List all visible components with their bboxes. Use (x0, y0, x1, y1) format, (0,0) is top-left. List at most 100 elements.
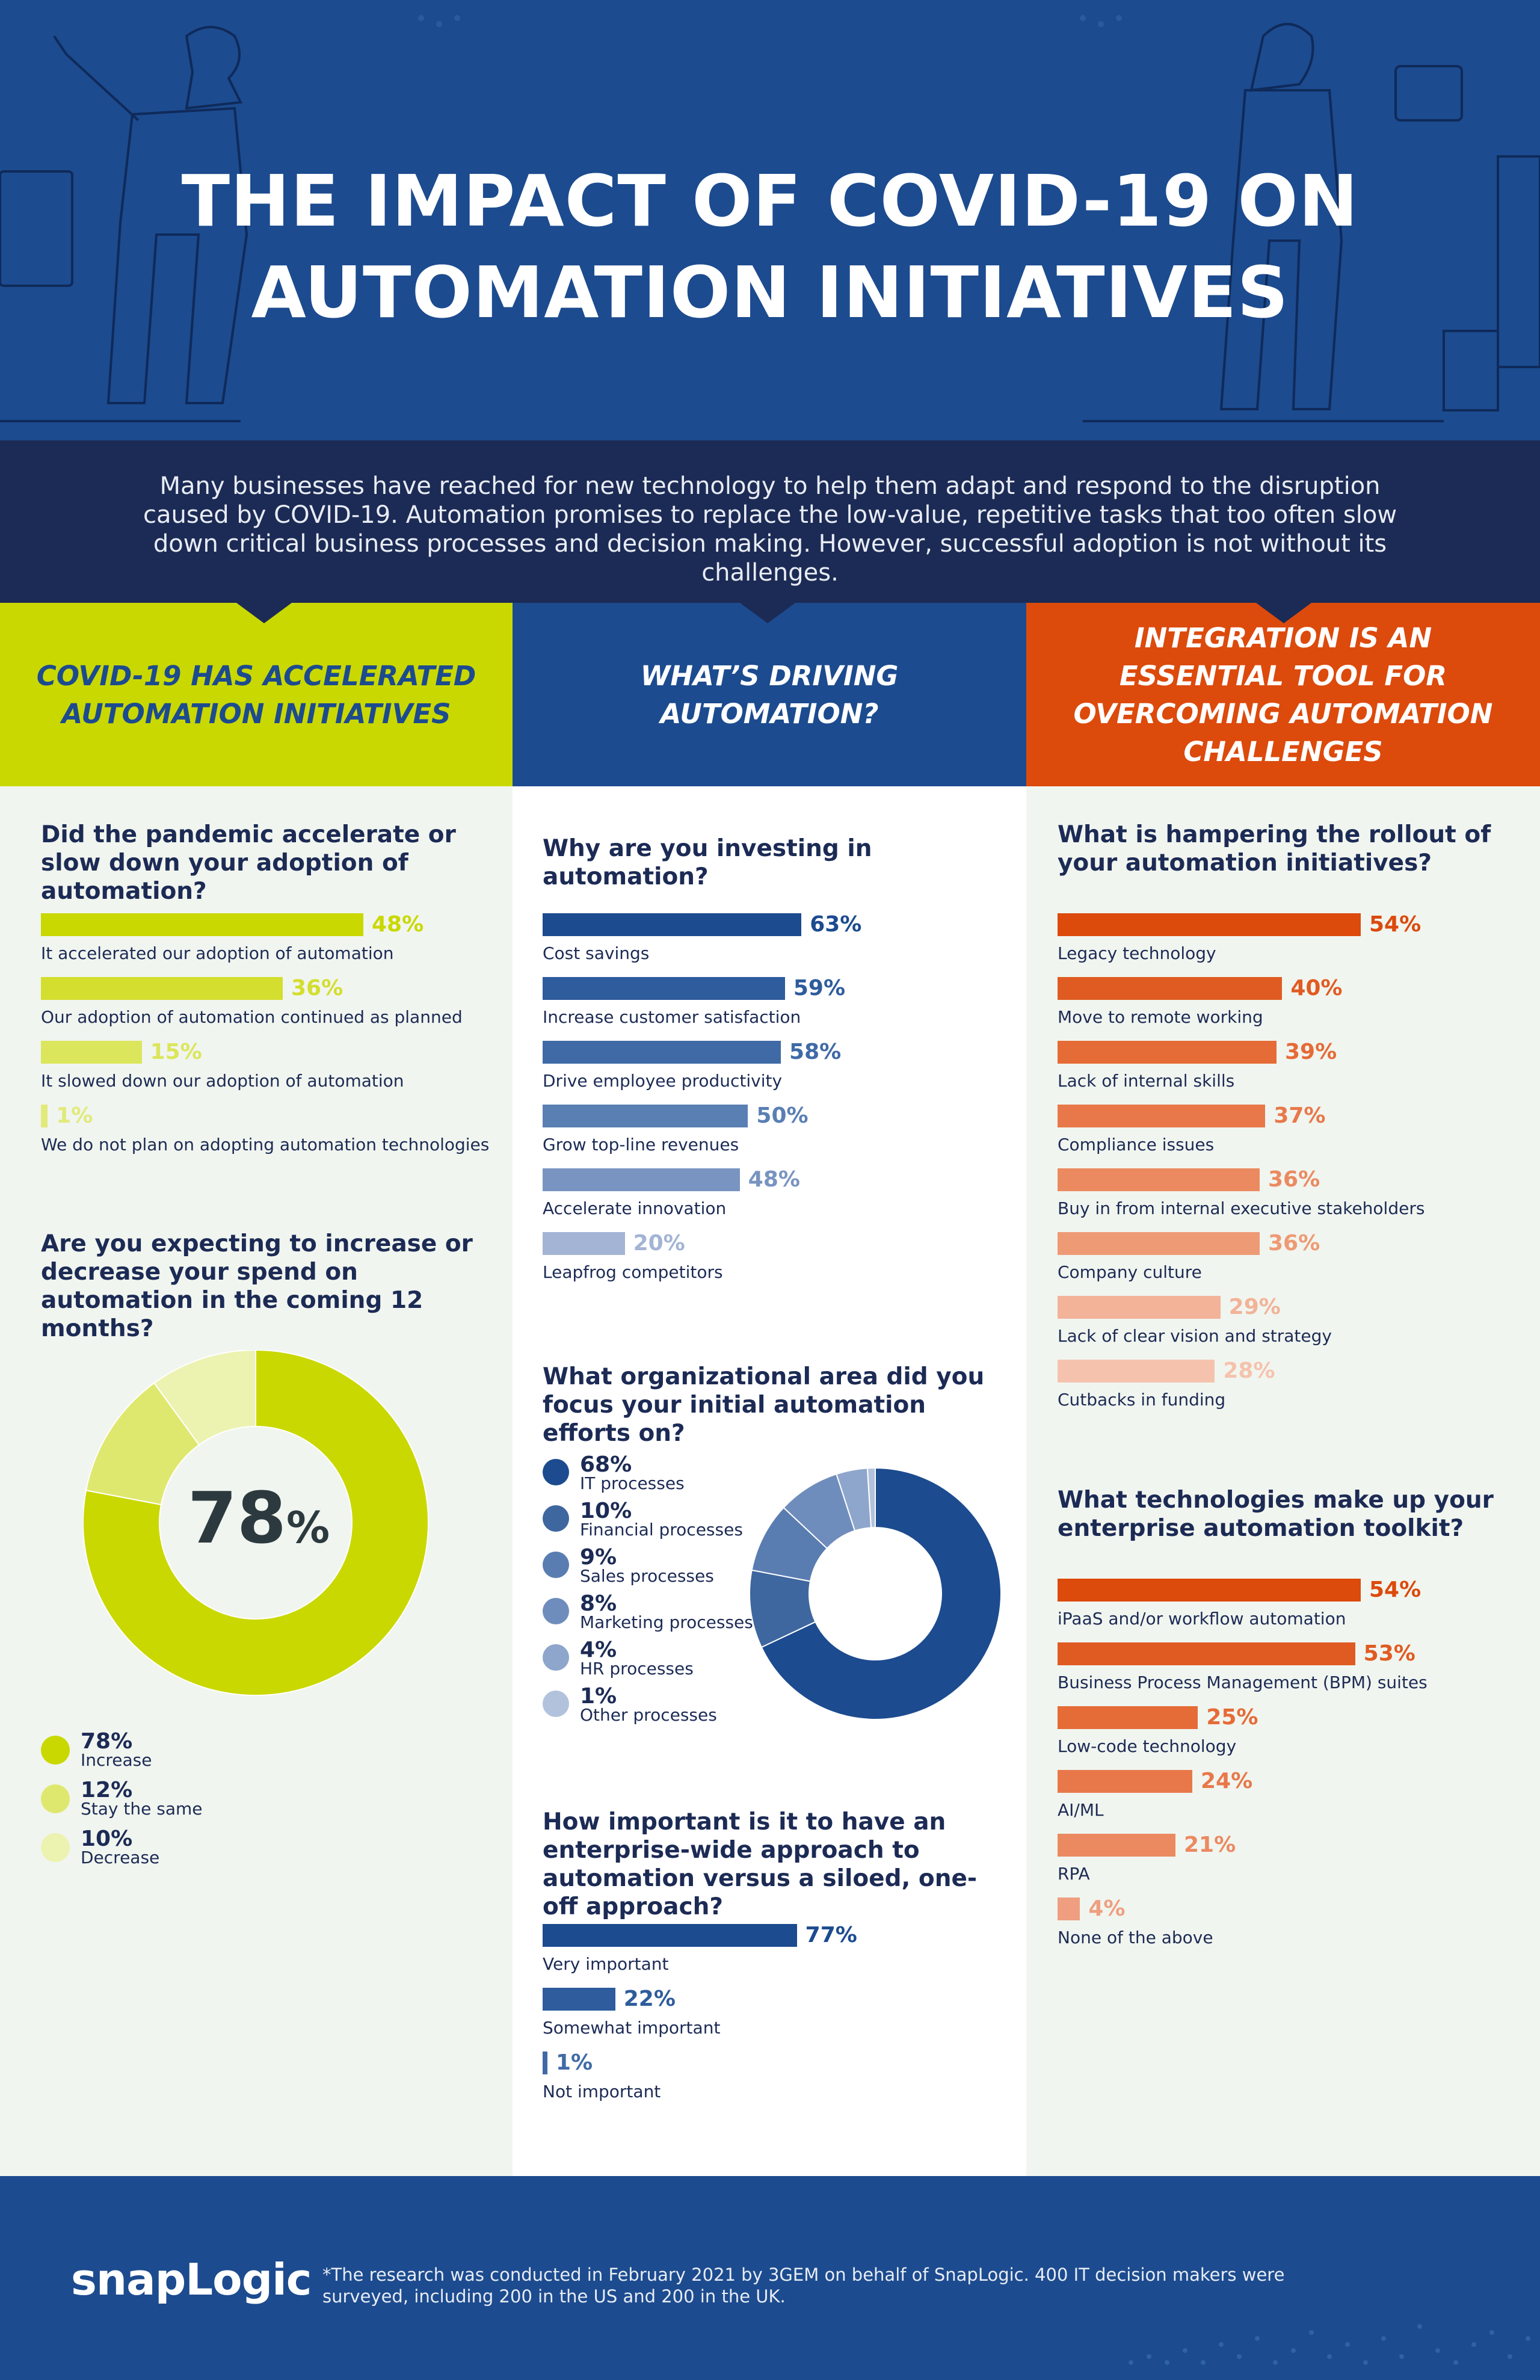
legend-label: Other processes (580, 1705, 717, 1725)
hero-banner: THE IMPACT OF COVID-19 ON AUTOMATION INI… (0, 0, 1540, 440)
question-enterprise-approach: How important is it to have an enterpris… (543, 1808, 978, 1920)
bar-category-label: Drive employee productivity (543, 1071, 783, 1091)
bar-category-label: Increase customer satisfaction (543, 1007, 801, 1027)
bar-value-label: 15% (150, 1040, 202, 1064)
legend-swatch (543, 1598, 569, 1624)
bar-value-label: 53% (1363, 1641, 1415, 1666)
bar-value-label: 54% (1369, 1577, 1421, 1602)
bar-5 (543, 1168, 740, 1191)
bar-3 (41, 1041, 142, 1064)
donut-slice-1 (760, 1468, 1001, 1719)
bar-3 (1058, 1041, 1277, 1064)
footer-dot-pattern (1129, 2324, 1530, 2365)
bar-value-label: 50% (756, 1103, 808, 1128)
bar-category-label: Business Process Management (BPM) suites (1058, 1672, 1428, 1692)
bar-3 (543, 1041, 781, 1064)
bar-1 (543, 1924, 797, 1947)
bar-value-label: 77% (805, 1923, 857, 1947)
bar-1 (41, 913, 363, 936)
donut-slice-3 (153, 1350, 256, 1446)
bar-value-label: 28% (1223, 1358, 1275, 1383)
column-1: Did the pandemic accelerate or slow down… (0, 786, 513, 2176)
intro-section: Many businesses have reached for new tec… (0, 440, 1540, 603)
bar-value-label: 63% (810, 912, 862, 937)
bar-category-label: We do not plan on adopting automation te… (41, 1135, 490, 1155)
footer: snapLogic *The research was conducted in… (0, 2176, 1540, 2380)
legend-swatch (543, 1552, 569, 1578)
legend-swatch (543, 1459, 569, 1485)
footnote: *The research was conducted in February … (322, 2264, 1285, 2307)
bar-category-label: Somewhat important (543, 2018, 721, 2038)
legend-swatch (41, 1833, 70, 1862)
bar-category-label: RPA (1058, 1864, 1090, 1884)
bar-value-label: 37% (1274, 1103, 1326, 1128)
bar-category-label: Very important (543, 1954, 669, 1974)
bar-2 (41, 977, 283, 1000)
bar-category-label: iPaaS and/or workflow automation (1058, 1609, 1346, 1629)
legend-value: 78% (81, 1729, 133, 1754)
legend-swatch (543, 1644, 569, 1671)
question-hampering: What is hampering the rollout of your au… (1058, 821, 1491, 877)
bar-value-label: 4% (1088, 1896, 1126, 1921)
bar-2 (543, 977, 785, 1000)
question-adoption: Did the pandemic accelerate or slow down… (41, 821, 456, 905)
bar-value-label: 40% (1290, 976, 1343, 1000)
bar-3 (1058, 1706, 1198, 1729)
bar-category-label: None of the above (1058, 1928, 1213, 1947)
bar-category-label: Lack of clear vision and strategy (1058, 1326, 1332, 1346)
bar-value-label: 39% (1285, 1040, 1337, 1064)
bar-1 (1058, 1579, 1361, 1602)
bar-category-label: Cutbacks in funding (1058, 1390, 1226, 1410)
bar-2 (1058, 1642, 1355, 1665)
bar-value-label: 24% (1201, 1769, 1253, 1793)
bar-category-label: Grow top-line revenues (543, 1135, 739, 1155)
bar-value-label: 54% (1369, 912, 1421, 937)
bar-category-label: Lack of internal skills (1058, 1071, 1235, 1091)
bar-value-label: 20% (633, 1231, 685, 1256)
column-header-integration: INTEGRATION IS AN ESSENTIAL TOOL FOR OVE… (1026, 603, 1540, 786)
title-line-2: AUTOMATION INITIATIVES (251, 251, 1289, 334)
bar-value-label: 22% (623, 1987, 676, 2011)
legend-value: 9% (580, 1545, 617, 1570)
legend-value: 8% (580, 1591, 617, 1616)
legend-label: Decrease (81, 1848, 160, 1867)
column-header-driving: WHAT’S DRIVING AUTOMATION? (513, 603, 1026, 786)
column-header-accelerated: COVID-19 HAS ACCELERATED AUTOMATION INIT… (0, 603, 513, 786)
bar-category-label: Leapfrog competitors (543, 1262, 723, 1282)
page-title: THE IMPACT OF COVID-19 ON AUTOMATION INI… (0, 155, 1540, 338)
column-heading-1: COVID-19 HAS ACCELERATED AUTOMATION INIT… (36, 659, 476, 730)
bar-6 (1058, 1898, 1080, 1920)
bar-8 (1058, 1360, 1215, 1383)
bar-value-label: 58% (789, 1040, 842, 1064)
bar-7 (1058, 1296, 1221, 1319)
bar-value-label: 59% (793, 976, 846, 1000)
donut-center-value: 78% (180, 1476, 337, 1582)
bar-category-label: It slowed down our adoption of automatio… (41, 1071, 404, 1091)
bar-4 (1058, 1105, 1266, 1127)
legend-value: 1% (580, 1684, 617, 1709)
question-toolkit: What technologies make up your enterpris… (1058, 1487, 1494, 1542)
question-investing: Why are you investing in automation? (543, 835, 872, 890)
bar-6 (1058, 1232, 1260, 1255)
center-value-number: 78 (187, 1476, 287, 1559)
bar-category-label: Cost savings (543, 943, 650, 963)
bar-2 (1058, 977, 1283, 1000)
donut-slice-6 (866, 1468, 876, 1529)
org-area-donut-chart (750, 1468, 1001, 1719)
column-heading-3: INTEGRATION IS AN ESSENTIAL TOOL FOR OVE… (1073, 621, 1493, 768)
bar-value-label: 48% (372, 912, 424, 937)
bar-value-label: 21% (1184, 1833, 1236, 1857)
bar-category-label: Our adoption of automation continued as … (41, 1007, 463, 1027)
legend-label: Marketing processes (580, 1612, 753, 1632)
title-line-1: THE IMPACT OF COVID-19 ON (181, 159, 1359, 242)
bar-4 (543, 1105, 748, 1127)
bar-4 (41, 1105, 48, 1127)
bar-category-label: It accelerated our adoption of automatio… (41, 943, 394, 963)
bar-category-label: Company culture (1058, 1262, 1202, 1282)
bar-value-label: 48% (748, 1167, 800, 1192)
bar-category-label: Accelerate innovation (543, 1198, 727, 1218)
spend-donut-chart (83, 1350, 429, 1696)
legend-value: 12% (81, 1778, 133, 1802)
legend-label: Increase (81, 1750, 152, 1770)
legend-swatch (543, 1505, 569, 1532)
